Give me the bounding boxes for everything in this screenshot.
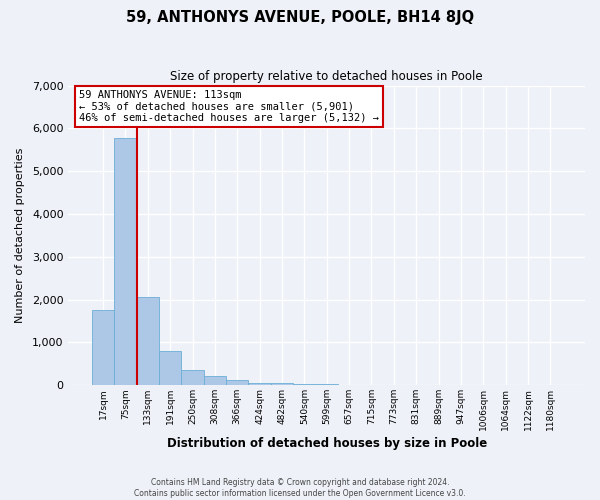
Bar [137, 297, 159, 385]
Bar [159, 352, 181, 385]
Bar [248, 382, 271, 385]
Text: 59, ANTHONYS AVENUE, POOLE, BH14 8JQ: 59, ANTHONYS AVENUE, POOLE, BH14 8JQ [126, 10, 474, 25]
Y-axis label: Number of detached properties: Number of detached properties [15, 148, 25, 323]
Title: Size of property relative to detached houses in Poole: Size of property relative to detached ho… [170, 70, 483, 83]
Text: Contains HM Land Registry data © Crown copyright and database right 2024.
Contai: Contains HM Land Registry data © Crown c… [134, 478, 466, 498]
Text: 59 ANTHONYS AVENUE: 113sqm
← 53% of detached houses are smaller (5,901)
46% of s: 59 ANTHONYS AVENUE: 113sqm ← 53% of deta… [79, 90, 379, 123]
Bar [204, 376, 226, 385]
Bar [316, 384, 338, 385]
Bar [92, 310, 114, 385]
Bar [181, 370, 204, 385]
Bar [114, 138, 137, 385]
Bar [271, 384, 293, 385]
Bar [226, 380, 248, 385]
X-axis label: Distribution of detached houses by size in Poole: Distribution of detached houses by size … [167, 437, 487, 450]
Bar [293, 384, 316, 385]
